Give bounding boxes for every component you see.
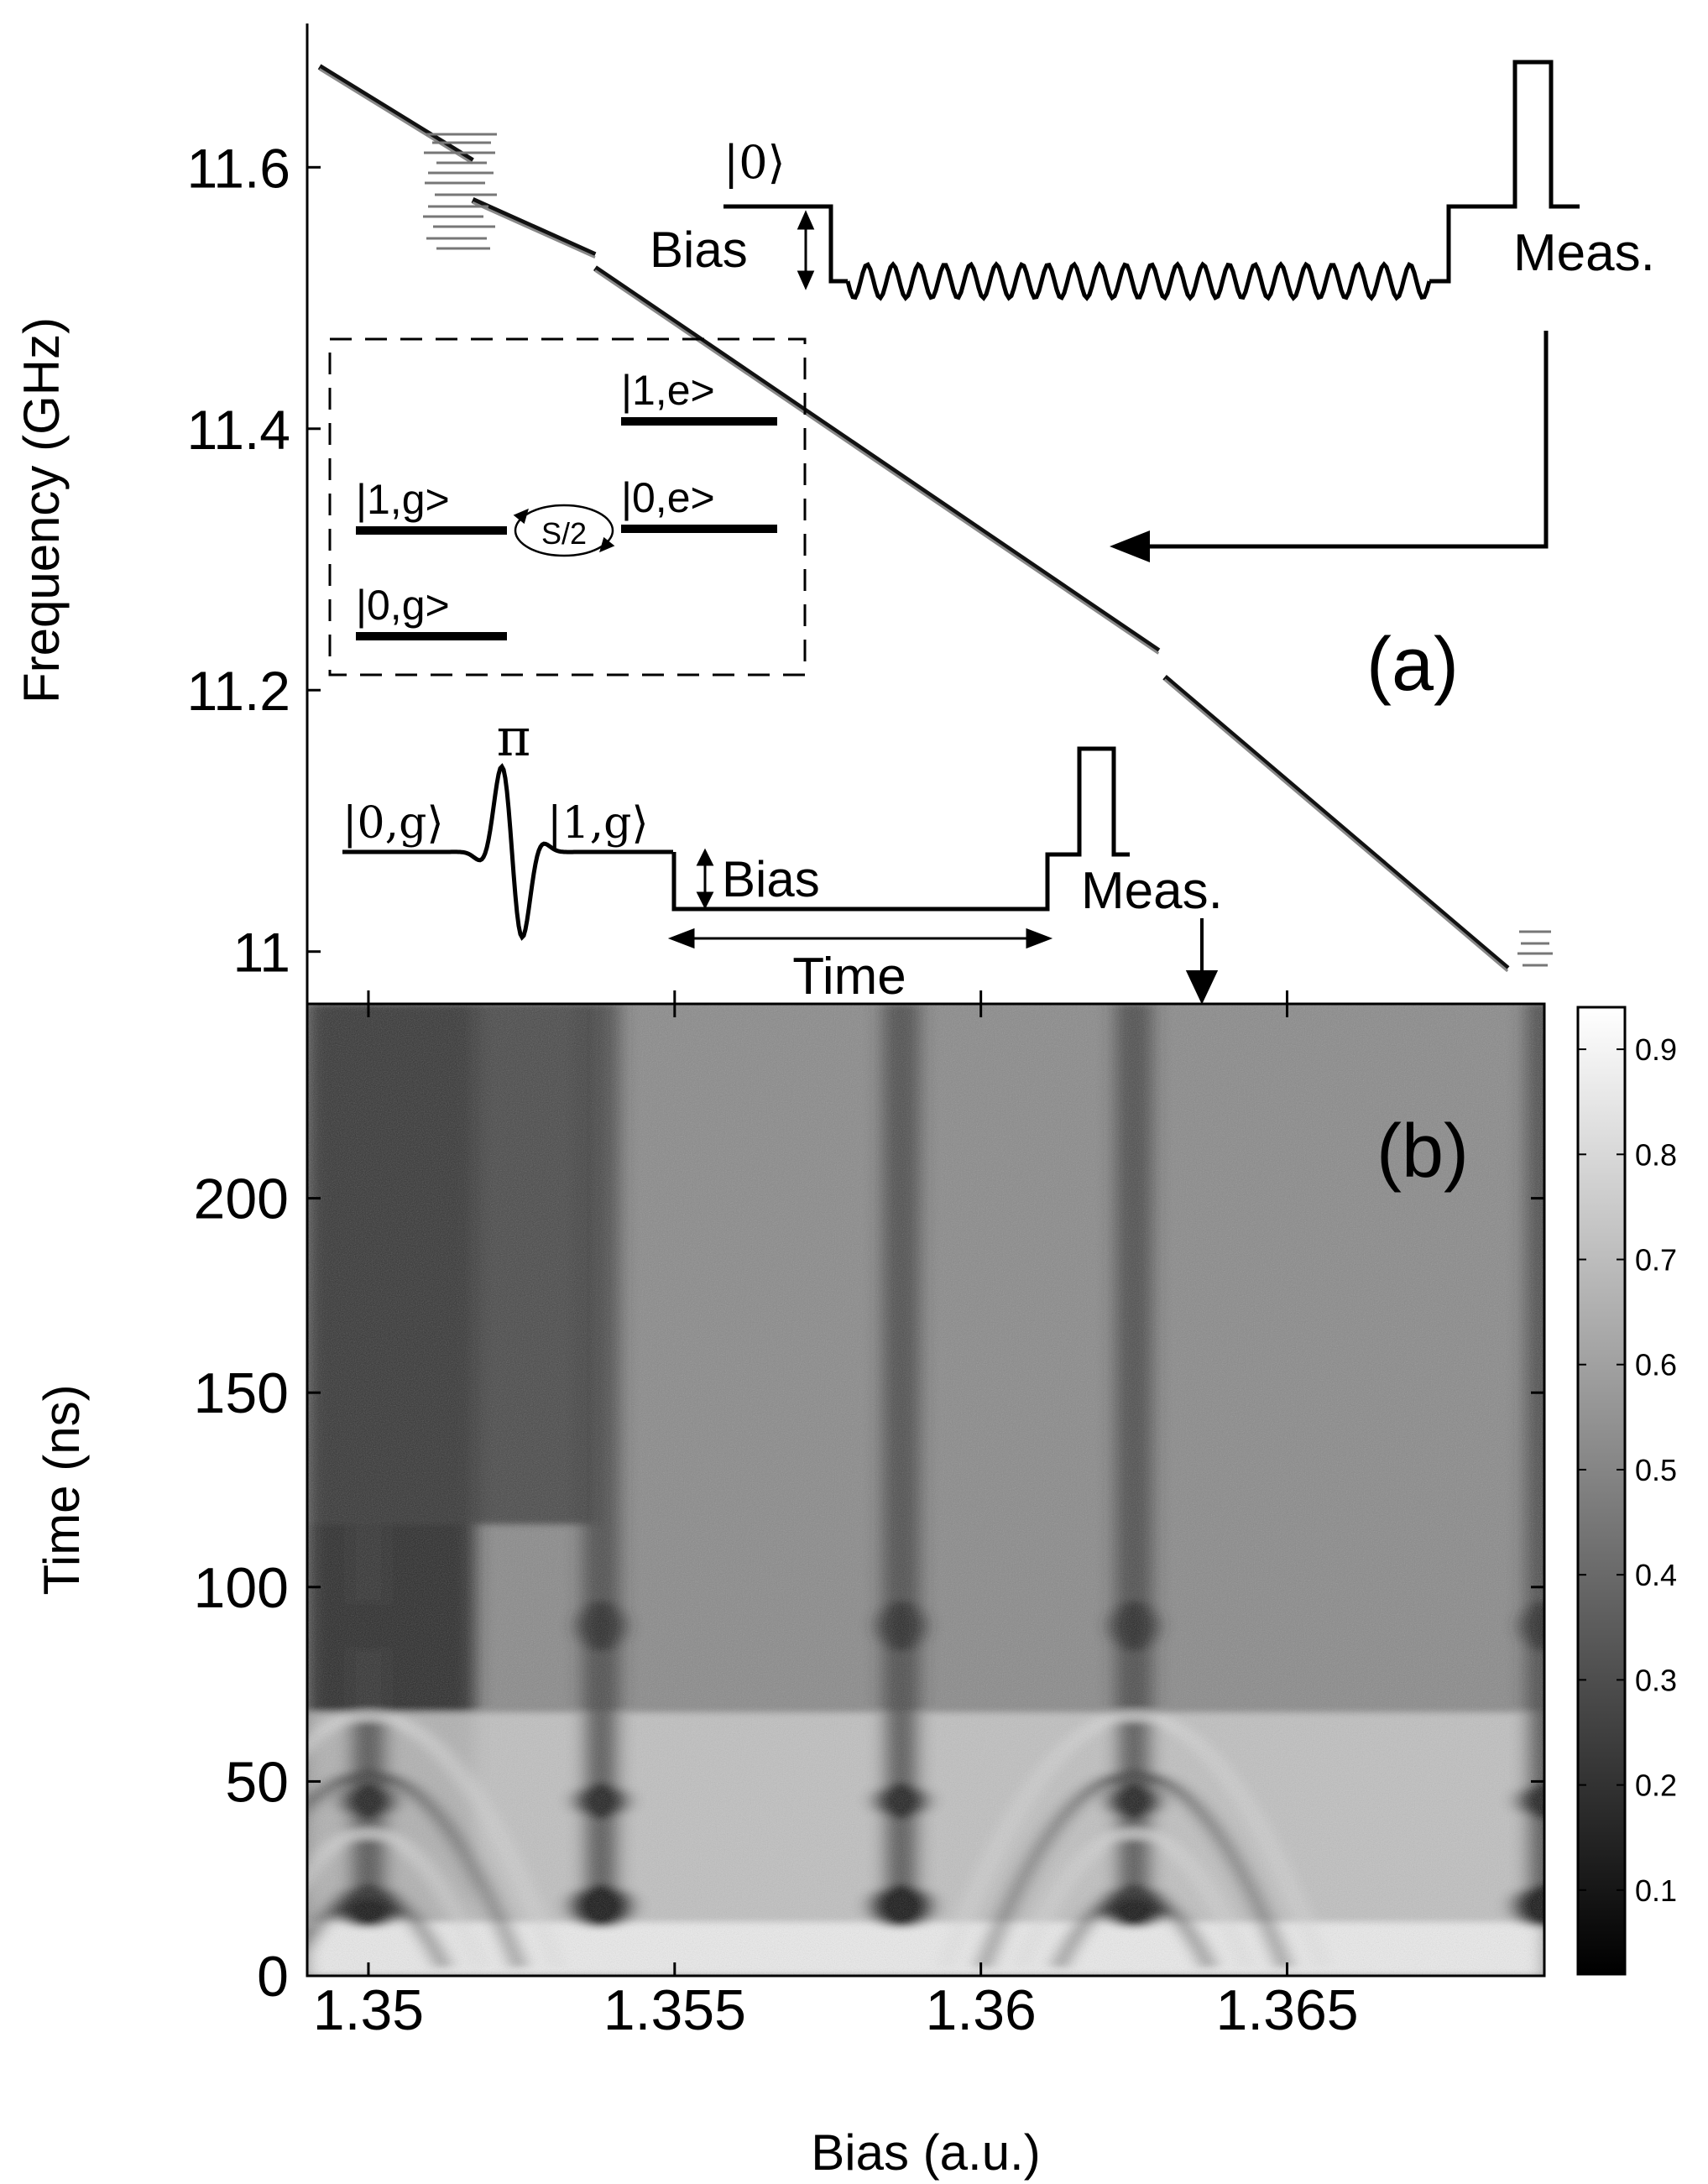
panel-b-label: (b) (1376, 1110, 1469, 1194)
time-label: Time (792, 948, 906, 1006)
panel-b-y-tick-label: 100 (194, 1556, 289, 1620)
data-segment (593, 265, 1161, 654)
level-0g-label: |0,g> (356, 582, 450, 629)
colorbar-tick-label: 0.7 (1635, 1243, 1677, 1277)
colorbar-tick-label: 0.4 (1635, 1558, 1677, 1592)
ket-0-label: |0⟩ (723, 136, 786, 189)
colorbar-tick-label: 0.6 (1635, 1348, 1677, 1382)
bias-label-top: Bias (650, 222, 748, 278)
pi-label: π (497, 707, 531, 768)
panel-b-y-tick-label: 200 (194, 1168, 289, 1231)
bias-arrow-bottom (696, 848, 714, 910)
noise-marks (423, 133, 1553, 967)
panel-a-label: (a) (1366, 623, 1459, 707)
colorbar-tick-label: 0.9 (1635, 1032, 1677, 1067)
colorbar-tick-label: 0.2 (1635, 1769, 1677, 1803)
panel-a-x-ticks (367, 990, 1289, 1004)
meas-arrow-bottom (1185, 918, 1219, 1005)
panel-b-y-ticks: 0 50 100 150 200 (194, 1168, 1544, 2009)
energy-levels (356, 417, 777, 640)
coupling-loop (513, 504, 615, 557)
panel-b-y-tick-label: 0 (257, 1945, 289, 2009)
colorbar-tick-label: 0.3 (1635, 1663, 1677, 1697)
panel-a: 11 11.2 11.4 11.6 Frequency (GHz) (13, 24, 1655, 1006)
data-segment-shadow (1163, 678, 1509, 973)
panel-b-y-axis-title: Time (ns) (34, 1384, 90, 1595)
data-segment-shadow (594, 269, 1160, 655)
heatmap-frame (306, 1002, 1546, 1978)
panel-b-y-tick-label: 50 (225, 1750, 289, 1814)
panel-b-x-tick-label: 1.365 (1215, 1978, 1358, 2042)
data-segment-shadow (472, 201, 596, 259)
bias-arrow-top (797, 210, 815, 290)
pulse-sequence-bottom (342, 746, 1130, 941)
time-arrow (667, 927, 1053, 949)
panel-b-x-tick-label: 1.355 (603, 1978, 746, 2042)
energy-level-inset (328, 337, 807, 677)
data-segment-shadow (318, 68, 473, 165)
heatmap-image (307, 1004, 1544, 1976)
panel-b-x-axis-title: Bias (a.u.) (811, 2124, 1040, 2181)
meas-label-bottom: Meas. (1081, 862, 1223, 920)
panel-b-x-tick-label: 1.35 (313, 1978, 424, 2042)
ket-0g-label: |0,g⟩ (342, 798, 444, 849)
colorbar-ticks: 0.1 0.2 0.3 0.4 0.5 0.6 0.7 0.8 0.9 (1578, 1032, 1677, 1908)
meas-arrow-head-top (1110, 530, 1150, 562)
panel-a-y-tick-label: 11.2 (186, 660, 290, 722)
panel-b-y-tick-label: 150 (194, 1361, 289, 1425)
colorbar-tick-label: 0.5 (1635, 1453, 1677, 1487)
level-0e-label: |0,e> (621, 474, 715, 521)
bias-label-bottom: Bias (722, 851, 820, 907)
panel-b-x-tick-label: 1.36 (925, 1978, 1036, 2042)
meas-label-top: Meas. (1513, 224, 1655, 282)
panel-a-data-line (317, 64, 1510, 973)
panel-a-y-ticks: 11 11.2 11.4 11.6 (186, 137, 321, 984)
colorbar-tick-label: 0.1 (1635, 1873, 1677, 1908)
ket-1g-label: |1,g⟩ (547, 798, 649, 849)
level-1g-label: |1,g> (356, 476, 450, 523)
panel-b-x-ticks: 1.35 1.355 1.36 1.365 (313, 1004, 1359, 2042)
data-segment (317, 64, 474, 164)
panel-b: 0 50 100 150 200 1.35 1.355 1.36 1.365 Time (ns… (34, 1002, 1677, 2181)
colorbar-tick-label: 0.8 (1635, 1137, 1677, 1172)
panel-a-y-tick-label: 11.6 (186, 137, 290, 199)
panel-a-y-tick-label: 11 (232, 922, 290, 984)
data-segment (471, 197, 597, 258)
colorbar (1576, 1006, 1627, 1976)
coupling-label: S/2 (541, 516, 587, 551)
panel-a-y-tick-label: 11.4 (186, 399, 290, 461)
level-1e-label: |1,e> (621, 367, 715, 414)
panel-a-y-axis-title: Frequency (GHz) (13, 317, 70, 703)
pulse-sequence-top (723, 60, 1580, 549)
data-segment (1162, 674, 1510, 971)
